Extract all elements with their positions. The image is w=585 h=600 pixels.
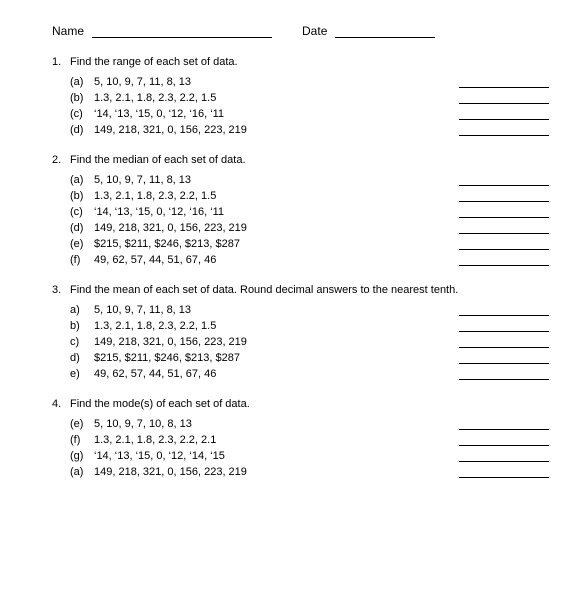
question-item: (d)149, 218, 321, 0, 156, 223, 219: [52, 124, 549, 136]
question-prompt: 1.Find the range of each set of data.: [52, 56, 549, 68]
item-letter: (e): [70, 418, 94, 430]
question-item: d)$215, $211, $246, $213, $287: [52, 352, 549, 364]
item-text: 149, 218, 321, 0, 156, 223, 219: [94, 336, 449, 348]
name-label: Name: [52, 24, 84, 38]
item-text: 1.3, 2.1, 1.8, 2.3, 2.2, 1.5: [94, 190, 449, 202]
question-prompt-text: Find the range of each set of data.: [70, 56, 238, 68]
answer-line[interactable]: [459, 450, 549, 462]
item-letter: b): [70, 320, 94, 332]
question-item: (c)‘14, ‘13, ‘15, 0, ‘12, ‘16, ‘11: [52, 108, 549, 120]
question: 3.Find the mean of each set of data. Rou…: [52, 284, 549, 380]
item-letter: (a): [70, 466, 94, 478]
item-letter: (g): [70, 450, 94, 462]
question-item: (b)1.3, 2.1, 1.8, 2.3, 2.2, 1.5: [52, 92, 549, 104]
question-prompt-text: Find the mean of each set of data. Round…: [70, 284, 458, 296]
date-label: Date: [302, 24, 327, 38]
item-text: 1.3, 2.1, 1.8, 2.3, 2.2, 1.5: [94, 92, 449, 104]
answer-line[interactable]: [459, 174, 549, 186]
question: 4.Find the mode(s) of each set of data. (…: [52, 398, 549, 478]
answer-line[interactable]: [459, 190, 549, 202]
questions-container: 1.Find the range of each set of data. (a)…: [52, 56, 549, 478]
question-prompt: 2.Find the median of each set of data.: [52, 154, 549, 166]
answer-line[interactable]: [459, 466, 549, 478]
answer-line[interactable]: [459, 238, 549, 250]
item-letter: (e): [70, 238, 94, 250]
item-letter: (d): [70, 124, 94, 136]
item-text: $215, $211, $246, $213, $287: [94, 352, 449, 364]
item-text: 1.3, 2.1, 1.8, 2.3, 2.2, 2.1: [94, 434, 449, 446]
item-letter: (b): [70, 92, 94, 104]
item-letter: (a): [70, 76, 94, 88]
answer-line[interactable]: [459, 320, 549, 332]
item-text: $215, $211, $246, $213, $287: [94, 238, 449, 250]
answer-line[interactable]: [459, 76, 549, 88]
answer-line[interactable]: [459, 352, 549, 364]
question-item: (e)5, 10, 9, 7, 10, 8, 13: [52, 418, 549, 430]
item-text: ‘14, ‘13, ‘15, 0, ‘12, ‘14, ‘15: [94, 450, 449, 462]
question-item: a)5, 10, 9, 7, 11, 8, 13: [52, 304, 549, 316]
question-item: (d)149, 218, 321, 0, 156, 223, 219: [52, 222, 549, 234]
question-prompt-text: Find the median of each set of data.: [70, 154, 246, 166]
answer-line[interactable]: [459, 368, 549, 380]
item-letter: a): [70, 304, 94, 316]
item-letter: (f): [70, 254, 94, 266]
question-item: (f)49, 62, 57, 44, 51, 67, 46: [52, 254, 549, 266]
item-text: 49, 62, 57, 44, 51, 67, 46: [94, 254, 449, 266]
worksheet-page: Name Date 1.Find the range of each set o…: [0, 0, 585, 520]
question-item: (a)149, 218, 321, 0, 156, 223, 219: [52, 466, 549, 478]
item-text: 1.3, 2.1, 1.8, 2.3, 2.2, 1.5: [94, 320, 449, 332]
answer-line[interactable]: [459, 418, 549, 430]
header-row: Name Date: [52, 24, 549, 38]
answer-line[interactable]: [459, 304, 549, 316]
item-letter: (f): [70, 434, 94, 446]
item-letter: (c): [70, 108, 94, 120]
item-letter: (b): [70, 190, 94, 202]
question-prompt: 4.Find the mode(s) of each set of data.: [52, 398, 549, 410]
question-item: (a)5, 10, 9, 7, 11, 8, 13: [52, 174, 549, 186]
question-item: (b)1.3, 2.1, 1.8, 2.3, 2.2, 1.5: [52, 190, 549, 202]
question-item: (f)1.3, 2.1, 1.8, 2.3, 2.2, 2.1: [52, 434, 549, 446]
question-number: 2.: [52, 154, 70, 166]
item-text: 149, 218, 321, 0, 156, 223, 219: [94, 124, 449, 136]
item-letter: d): [70, 352, 94, 364]
item-text: 149, 218, 321, 0, 156, 223, 219: [94, 466, 449, 478]
item-text: 149, 218, 321, 0, 156, 223, 219: [94, 222, 449, 234]
question-item: (g)‘14, ‘13, ‘15, 0, ‘12, ‘14, ‘15: [52, 450, 549, 462]
question: 1.Find the range of each set of data. (a)…: [52, 56, 549, 136]
answer-line[interactable]: [459, 124, 549, 136]
question: 2.Find the median of each set of data. (a…: [52, 154, 549, 266]
answer-line[interactable]: [459, 336, 549, 348]
question-number: 1.: [52, 56, 70, 68]
question-item: e)49, 62, 57, 44, 51, 67, 46: [52, 368, 549, 380]
question-item: (c)‘14, ‘13, ‘15, 0, ‘12, ‘16, ‘11: [52, 206, 549, 218]
question-item: (e)$215, $211, $246, $213, $287: [52, 238, 549, 250]
answer-line[interactable]: [459, 206, 549, 218]
question-item: b)1.3, 2.1, 1.8, 2.3, 2.2, 1.5: [52, 320, 549, 332]
item-text: 5, 10, 9, 7, 10, 8, 13: [94, 418, 449, 430]
answer-line[interactable]: [459, 222, 549, 234]
item-text: 5, 10, 9, 7, 11, 8, 13: [94, 304, 449, 316]
item-text: 5, 10, 9, 7, 11, 8, 13: [94, 174, 449, 186]
item-letter: (c): [70, 206, 94, 218]
answer-line[interactable]: [459, 92, 549, 104]
answer-line[interactable]: [459, 434, 549, 446]
answer-line[interactable]: [459, 108, 549, 120]
item-letter: c): [70, 336, 94, 348]
item-letter: e): [70, 368, 94, 380]
item-text: 49, 62, 57, 44, 51, 67, 46: [94, 368, 449, 380]
answer-line[interactable]: [459, 254, 549, 266]
item-text: ‘14, ‘13, ‘15, 0, ‘12, ‘16, ‘11: [94, 206, 449, 218]
question-number: 3.: [52, 284, 70, 296]
question-prompt: 3.Find the mean of each set of data. Rou…: [52, 284, 549, 296]
item-text: 5, 10, 9, 7, 11, 8, 13: [94, 76, 449, 88]
date-input-line[interactable]: [335, 24, 435, 38]
item-letter: (d): [70, 222, 94, 234]
question-item: (a)5, 10, 9, 7, 11, 8, 13: [52, 76, 549, 88]
question-prompt-text: Find the mode(s) of each set of data.: [70, 398, 250, 410]
question-item: c)149, 218, 321, 0, 156, 223, 219: [52, 336, 549, 348]
question-number: 4.: [52, 398, 70, 410]
item-text: ‘14, ‘13, ‘15, 0, ‘12, ‘16, ‘11: [94, 108, 449, 120]
name-input-line[interactable]: [92, 24, 272, 38]
item-letter: (a): [70, 174, 94, 186]
